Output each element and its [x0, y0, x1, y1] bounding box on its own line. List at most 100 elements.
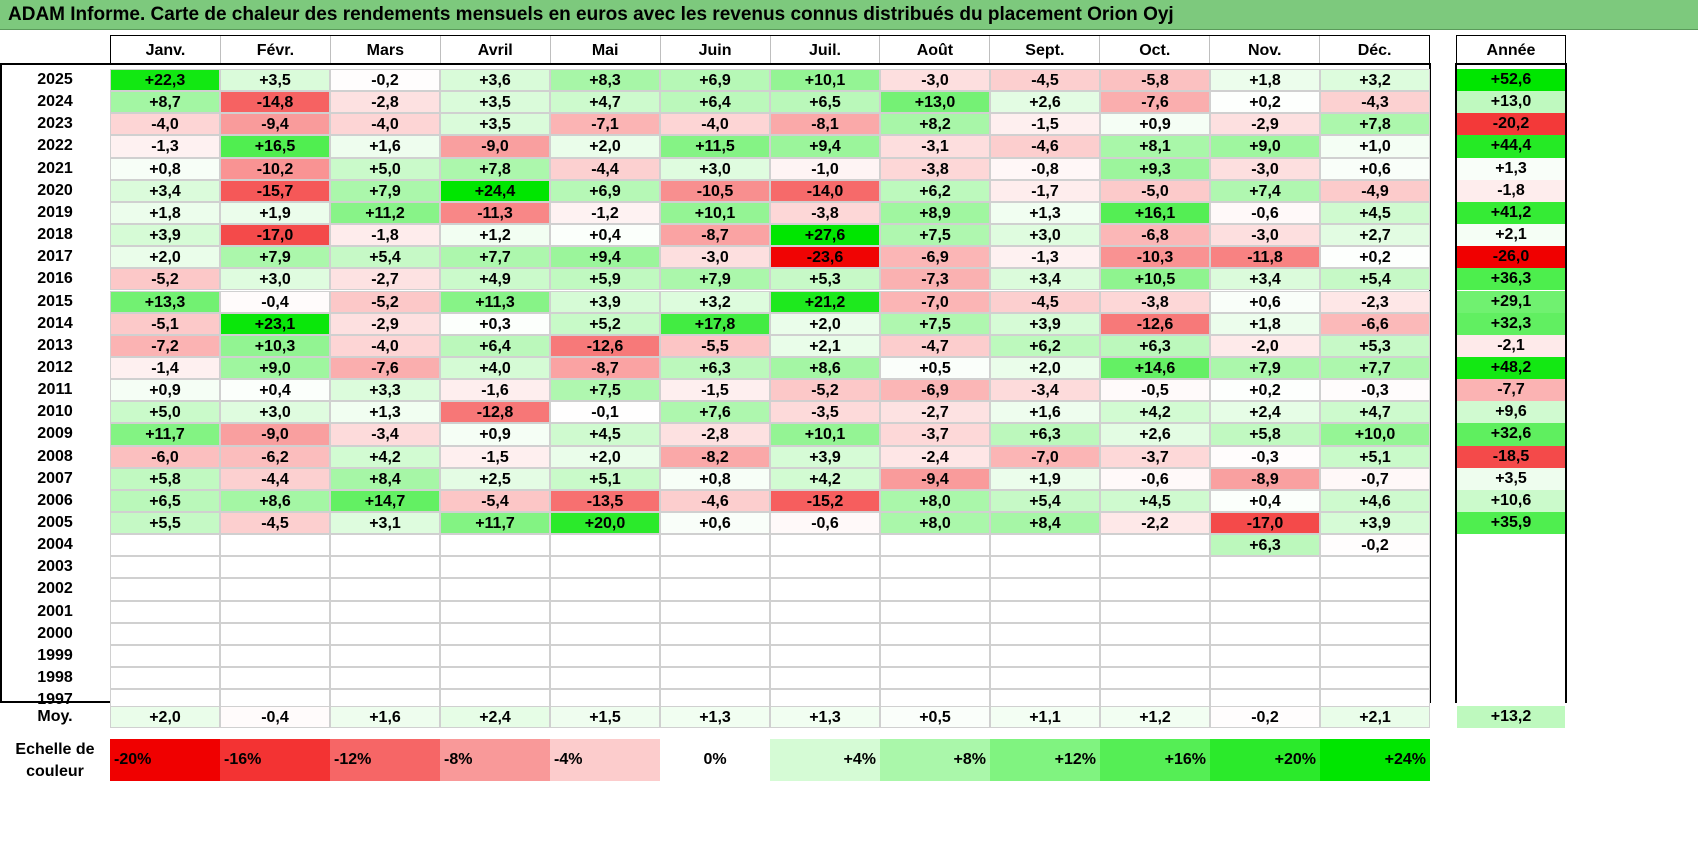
heatmap-cell: +5,3 — [770, 268, 880, 291]
year-label: 1997 — [37, 691, 73, 709]
heatmap-cell — [1100, 556, 1210, 579]
heatmap-cell: -3,0 — [1210, 224, 1320, 247]
heatmap-cell: -2,9 — [1210, 113, 1320, 136]
heatmap-cell: +6,5 — [110, 489, 220, 512]
year-label: 2007 — [37, 469, 73, 487]
heatmap-cell: +10,3 — [220, 334, 330, 357]
heatmap-cell: +13,3 — [110, 290, 220, 313]
annual-total-cell: +35,9 — [1457, 512, 1565, 535]
color-scale-swatch: +16% — [1100, 739, 1210, 781]
heatmap-cell: +1,2 — [440, 224, 550, 247]
heatmap-cell: +7,5 — [880, 224, 990, 247]
heatmap-cell — [1320, 644, 1430, 668]
heatmap-cell — [440, 667, 550, 690]
heatmap-cell: -6,2 — [220, 445, 330, 468]
heatmap-cell: +10,0 — [1320, 423, 1430, 446]
heatmap-cell — [550, 556, 660, 579]
heatmap-cell: -3,7 — [880, 423, 990, 446]
heatmap-cell — [1100, 600, 1210, 623]
heatmap-cell — [770, 578, 880, 601]
heatmap-cell — [550, 667, 660, 690]
heatmap-cell: +0,9 — [110, 379, 220, 402]
heatmap-cell — [880, 622, 990, 645]
heatmap-cell: -2,8 — [660, 423, 770, 446]
heatmap-cell: +5,0 — [330, 157, 440, 180]
annual-total-cell: +10,6 — [1457, 489, 1565, 512]
color-scale-label: Echelle de couleur — [15, 741, 95, 780]
annual-total-cell — [1457, 600, 1565, 623]
annual-total-cell: +44,4 — [1457, 135, 1565, 158]
heatmap-cell: -14,0 — [770, 179, 880, 202]
year-label: 2005 — [37, 514, 73, 531]
heatmap-cell: -13,5 — [550, 489, 660, 512]
heatmap-cell — [330, 600, 440, 623]
heatmap-cell — [330, 644, 440, 668]
heatmap-cell: +3,9 — [550, 290, 660, 313]
average-cell: +1,6 — [330, 706, 440, 728]
heatmap-cell: -2,0 — [1210, 334, 1320, 357]
heatmap-cell: -0,3 — [1320, 379, 1430, 402]
heatmap-cell — [220, 534, 330, 557]
heatmap-cell: -5,2 — [770, 379, 880, 402]
heatmap-cell — [330, 534, 440, 557]
heatmap-cell: +4,2 — [1100, 401, 1210, 424]
heatmap-cell: -7,6 — [1100, 91, 1210, 114]
heatmap-cell: -0,6 — [770, 512, 880, 535]
heatmap-cell: +8,0 — [880, 489, 990, 512]
heatmap-cell: +7,7 — [1320, 356, 1430, 380]
heatmap-cell: -1,2 — [550, 201, 660, 225]
heatmap-cell: +11,7 — [110, 423, 220, 446]
heatmap-cell: +1,8 — [1210, 312, 1320, 335]
heatmap-cell — [440, 556, 550, 579]
heatmap-cell: -3,0 — [880, 69, 990, 92]
heatmap-cell: -7,6 — [330, 356, 440, 380]
month-header-cell: Janv. — [111, 36, 221, 64]
heatmap-cell: -5,0 — [1100, 179, 1210, 202]
heatmap-cell: +0,6 — [1320, 157, 1430, 180]
heatmap-cell: +8,9 — [880, 201, 990, 225]
average-cell: +0,5 — [880, 706, 990, 728]
year-label: 2014 — [37, 314, 73, 332]
heatmap-cell — [110, 534, 220, 557]
heatmap-cell: -11,3 — [440, 201, 550, 225]
heatmap-cell: +9,4 — [550, 246, 660, 269]
heatmap-cell: +4,9 — [440, 268, 550, 291]
heatmap-cell — [990, 578, 1100, 601]
annual-total-cell: +36,3 — [1457, 268, 1565, 291]
heatmap-cell — [1100, 578, 1210, 601]
heatmap-cell: +3,0 — [220, 268, 330, 291]
heatmap-cell: +6,5 — [770, 91, 880, 114]
heatmap-cell: -12,6 — [550, 334, 660, 357]
heatmap-cell: -7,3 — [880, 268, 990, 291]
heatmap-cell: +4,2 — [330, 445, 440, 468]
heatmap-cell — [1210, 600, 1320, 623]
heatmap-cell: -2,8 — [330, 91, 440, 114]
heatmap-cell — [770, 534, 880, 557]
heatmap-cell: -0,1 — [550, 401, 660, 424]
heatmap-cell — [440, 622, 550, 645]
heatmap-cell: -0,4 — [220, 290, 330, 313]
heatmap-cell: +0,5 — [880, 356, 990, 380]
heatmap-cell: +3,1 — [330, 512, 440, 535]
heatmap-cell — [770, 667, 880, 690]
heatmap-cell: -2,7 — [330, 268, 440, 291]
heatmap-cell — [330, 578, 440, 601]
heatmap-cell: -3,4 — [990, 379, 1100, 402]
heatmap-cell: +2,7 — [1320, 224, 1430, 247]
heatmap-cell: +8,6 — [770, 356, 880, 380]
heatmap-cell: -4,6 — [660, 489, 770, 512]
heatmap-cell: +6,3 — [660, 356, 770, 380]
heatmap-cell: +7,5 — [550, 379, 660, 402]
heatmap-cell: -5,1 — [110, 312, 220, 335]
heatmap-cell: -3,0 — [1210, 157, 1320, 180]
year-label: 2024 — [37, 93, 73, 111]
heatmap-cell: -5,2 — [330, 290, 440, 313]
heatmap-cell: +4,5 — [1320, 201, 1430, 225]
heatmap-cell: +3,5 — [440, 91, 550, 114]
heatmap-cell: -0,2 — [1320, 534, 1430, 557]
heatmap-cell: -3,0 — [660, 246, 770, 269]
heatmap-cell: -4,0 — [110, 113, 220, 136]
heatmap-cell — [220, 667, 330, 690]
heatmap-cell: -2,7 — [880, 401, 990, 424]
heatmap-cell — [550, 578, 660, 601]
